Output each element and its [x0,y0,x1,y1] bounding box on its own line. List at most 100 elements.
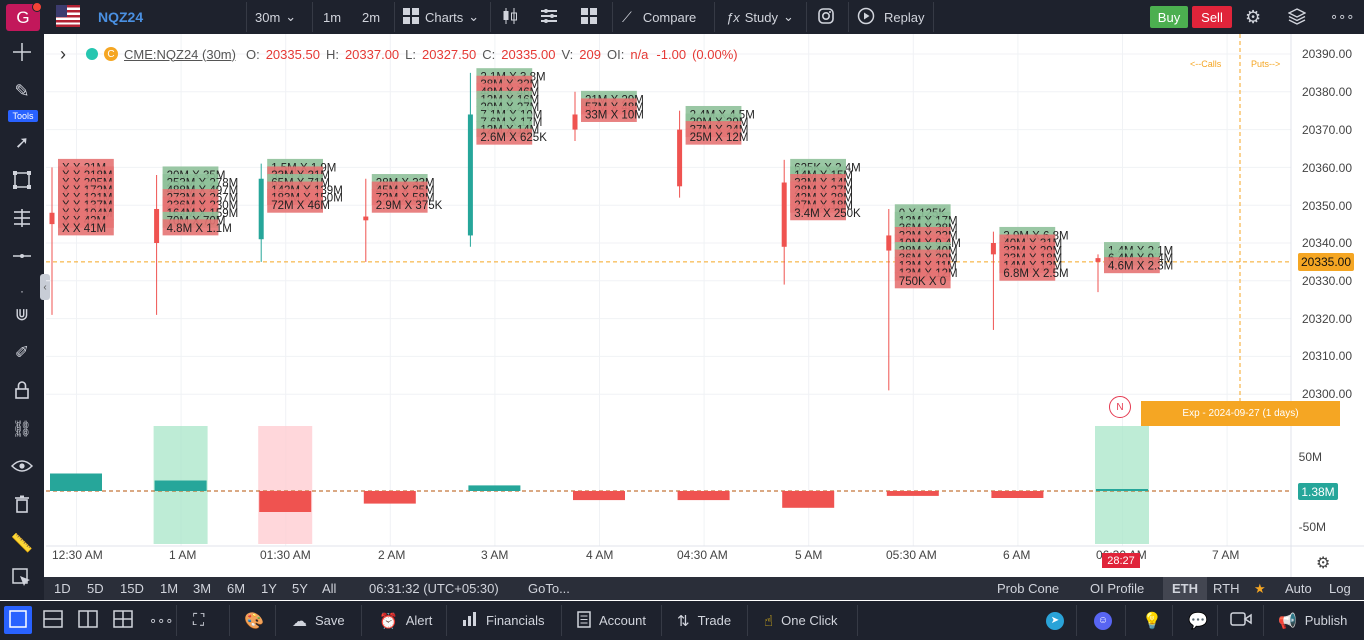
prob-cone-toggle[interactable]: Prob Cone [997,581,1060,596]
trade-button[interactable]: ⇅ Trade [677,601,731,640]
snapshot-button[interactable] [817,0,835,34]
chat-button[interactable]: 💬 [1188,601,1208,640]
candle-body [572,114,578,130]
auto-scale-toggle[interactable]: Auto [1285,581,1312,596]
cursor-chart-tool[interactable] [8,566,36,592]
range-6m[interactable]: 6M [227,581,246,596]
news-marker[interactable]: N [1109,396,1131,418]
range-5d[interactable]: 5D [87,581,104,596]
collapse-legend-button[interactable]: › [60,43,66,64]
open-label: O: [245,46,260,62]
close-value: 20335.00 [501,46,556,62]
legend-symbol[interactable]: CME:NQZ24 (30m) [124,46,236,62]
lock-drawings-pen-tool[interactable]: ✐ [8,340,36,366]
candle-type-button[interactable] [502,0,518,34]
pen-tool[interactable]: ✎ [8,78,36,104]
magnet-tool[interactable]: ⋓ [8,302,36,328]
user-avatar[interactable]: G [6,2,42,31]
range-15d[interactable]: 15D [120,581,144,596]
interval-label: 30m [255,9,281,25]
footprint-cell-label: 4.6M X 2.3M [1108,261,1173,273]
interval-dropdown[interactable]: 30m ⌄ [255,0,296,34]
settings-button[interactable]: ⚙ [1245,0,1261,34]
single-pane-icon [9,609,27,631]
delete-drawings-tool[interactable] [8,492,36,518]
favorite-star-icon[interactable]: ★ [1254,581,1266,596]
goto-date[interactable]: GoTo... [528,581,570,596]
buy-button[interactable]: Buy [1150,6,1188,28]
fullscreen-button[interactable]: ⛶ [193,601,204,640]
lock-tool[interactable] [8,378,36,404]
chart-settings-button[interactable]: ⚙ [1316,553,1330,573]
footprint-cell-label: 750K X 0 [899,276,946,288]
price-axis-label: 20360.00 [1301,161,1352,175]
text-lines-tool[interactable] [8,206,36,232]
rth-toggle[interactable]: RTH [1213,581,1240,596]
study-dropdown[interactable]: ƒx Study ⌄ [726,0,794,34]
clock-timezone[interactable]: 06:31:32 (UTC+05:30) [369,581,499,596]
tools-label: Tools [12,111,34,121]
interval-2m-button[interactable]: 2m [362,0,380,34]
interval-1m-button[interactable]: 1m [323,0,341,34]
replay-button[interactable]: Replay [857,0,924,34]
eth-toggle[interactable]: ETH [1163,577,1207,600]
drawing-toolbar: ✎ Tools ➚ · ‹ ⋓ ✐ ⛓ 📏 [0,34,50,600]
save-button[interactable]: ☁ Save [292,601,345,640]
candle-body [49,212,55,225]
video-button[interactable] [1230,601,1252,640]
palette-icon: 🎨 [244,612,264,630]
dot-tool[interactable]: · [8,278,36,304]
indicators-button[interactable] [540,0,558,34]
chevron-left-icon: ‹ [43,281,47,293]
layout-quad-button[interactable] [113,601,133,640]
range-1m[interactable]: 1M [160,581,179,596]
financials-button[interactable]: Financials [462,601,545,640]
symbol-legend: › C CME:NQZ24 (30m) O: 20335.50 H: 20337.0… [60,44,738,64]
layout-grid-button[interactable] [580,0,598,34]
oi-profile-toggle[interactable]: OI Profile [1090,581,1145,596]
lightbulb-button[interactable]: 💡 [1142,601,1162,640]
more-menu-button[interactable]: ∘∘∘ [1330,0,1354,34]
telegram-button[interactable]: ➤ [1046,601,1064,640]
chart-area[interactable]: X X 21MX X 218MX X 205MX X 172MX X 121MX… [46,34,1364,577]
layers-button[interactable] [1287,0,1307,34]
range-5y[interactable]: 5Y [292,581,308,596]
account-button[interactable]: Account [577,601,646,640]
cursor-tool[interactable]: ➚ [8,130,36,156]
range-1d[interactable]: 1D [54,581,71,596]
low-label: L: [405,46,417,62]
sell-button[interactable]: Sell [1192,6,1232,28]
publish-button[interactable]: 📢 Publish [1278,601,1347,640]
range-3m[interactable]: 3M [193,581,212,596]
horizontal-line-tool[interactable] [8,244,36,270]
layout-vertical-button[interactable] [78,601,98,640]
layout-more-button[interactable]: ∘∘∘ [149,601,173,640]
expiry-label: Exp - 2024-09-27 (1 days) [1141,401,1340,426]
rectangle-tool[interactable] [8,168,36,194]
account-label: Account [599,613,646,628]
link-tool[interactable]: ⛓ [8,416,36,442]
range-all[interactable]: All [322,581,337,596]
one-click-button[interactable]: ☝ One Click [764,601,838,640]
theme-button[interactable]: 🎨 [244,601,264,640]
collapse-toolbar-handle[interactable]: ‹ [40,274,50,300]
compare-button[interactable]: ⟋ Compare [622,0,696,34]
discord-button[interactable]: ☺ [1094,601,1112,640]
layout-horizontal-button[interactable] [43,601,63,640]
log-scale-toggle[interactable]: Log [1329,581,1351,596]
layout-single-button[interactable] [4,606,32,634]
time-axis-label: 2 AM [378,548,406,562]
crosshair-tool[interactable] [8,40,36,66]
charts-dropdown[interactable]: Charts ⌄ [402,0,479,34]
ruler-tool[interactable]: 📏 [8,530,36,556]
time-axis-label: 01:30 AM [260,548,311,562]
countdown-value: 28:27 [1107,554,1135,567]
footprint-chart[interactable]: X X 21MX X 218MX X 205MX X 172MX X 121MX… [46,34,1364,577]
symbol-search[interactable]: NQZ24 [98,0,143,34]
alert-button[interactable]: ⏰ Alert [379,601,432,640]
oi-highlight-band [258,426,313,544]
visibility-tool[interactable] [8,454,36,480]
range-1y[interactable]: 1Y [261,581,277,596]
oi-axis-label: -50M [1298,520,1326,534]
high-value: 20337.00 [344,46,400,62]
